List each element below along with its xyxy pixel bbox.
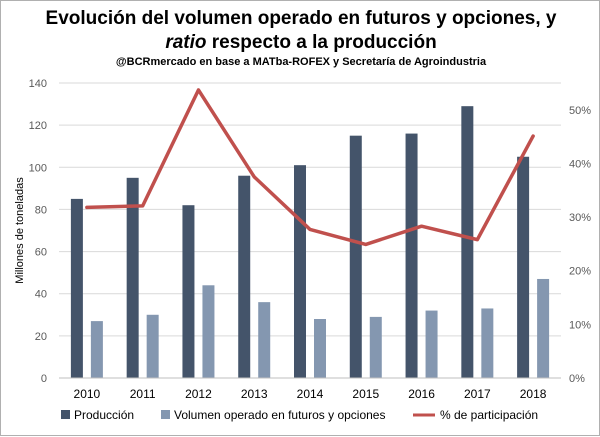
legend-label: % de participación	[440, 408, 538, 422]
line-point	[531, 134, 535, 138]
x-tick-label: 2010	[74, 387, 101, 401]
y2-tick-label: 10%	[569, 319, 591, 331]
y-tick-label: 80	[35, 204, 47, 216]
x-tick-label: 2017	[464, 387, 491, 401]
y-tick-label: 0	[41, 373, 47, 385]
bar-volumen	[369, 316, 382, 378]
y2-tick-label: 50%	[569, 105, 591, 117]
x-tick-label: 2013	[241, 387, 268, 401]
chart-title: Evolución del volumen operado en futuros…	[1, 7, 600, 55]
y2-tick-label: 20%	[569, 266, 591, 278]
bar-produccion	[349, 135, 362, 378]
line-point	[252, 175, 256, 179]
y2-tick-label: 30%	[569, 212, 591, 224]
bar-produccion	[294, 165, 306, 378]
title-line-2-rest: respecto a la producción	[206, 32, 437, 53]
line-point	[420, 224, 424, 228]
chart-subtitle: @BCRmercado en base a MATba-ROFEX y Secr…	[115, 56, 487, 68]
line-point	[141, 204, 145, 208]
line-point	[196, 88, 200, 92]
y2-tick-label: 0%	[569, 373, 585, 385]
bar-volumen	[481, 308, 494, 378]
x-tick-label: 2018	[520, 387, 547, 401]
bar-volumen	[146, 314, 159, 378]
bar-volumen	[425, 310, 438, 378]
x-tick-label: 2011	[130, 387, 156, 401]
bar-produccion	[405, 133, 418, 378]
line-point	[85, 205, 89, 209]
title-italic-word: ratio	[165, 32, 207, 53]
line-point	[364, 242, 368, 246]
bar-produccion	[517, 156, 530, 378]
bar-produccion	[70, 198, 83, 378]
bar-volumen	[90, 321, 103, 378]
legend-label: Volumen operado en futuros y opciones	[174, 408, 385, 422]
x-tick-label: 2014	[297, 387, 324, 401]
x-tick-label: 2016	[408, 387, 435, 401]
bar-produccion	[182, 205, 195, 378]
x-tick-label: 2012	[185, 387, 212, 401]
bar-produccion	[126, 177, 139, 378]
legend-label: Producción	[74, 408, 134, 422]
legend-swatch	[161, 410, 170, 419]
x-tick-label: 2015	[352, 387, 379, 401]
bar-volumen	[314, 319, 326, 378]
y-tick-label: 60	[35, 247, 47, 259]
bar-volumen	[258, 302, 271, 378]
title-line-2: ratio respecto a la producción	[1, 31, 600, 55]
y-tick-label: 40	[35, 289, 47, 301]
y-tick-label: 120	[29, 120, 47, 132]
y2-tick-label: 40%	[569, 158, 591, 170]
line-point	[308, 227, 312, 231]
y-tick-label: 20	[35, 331, 47, 343]
bar-volumen	[537, 278, 550, 378]
legend-swatch	[61, 410, 70, 419]
bar-volumen	[202, 285, 215, 378]
title-line-1: Evolución del volumen operado en futuros…	[45, 8, 557, 29]
bar-produccion	[461, 106, 474, 378]
bar-produccion	[238, 175, 251, 378]
y-axis-label: Millones de toneladas	[14, 177, 26, 284]
y-tick-label: 100	[29, 162, 47, 174]
line-point	[475, 238, 479, 242]
y-tick-label: 140	[29, 78, 47, 90]
